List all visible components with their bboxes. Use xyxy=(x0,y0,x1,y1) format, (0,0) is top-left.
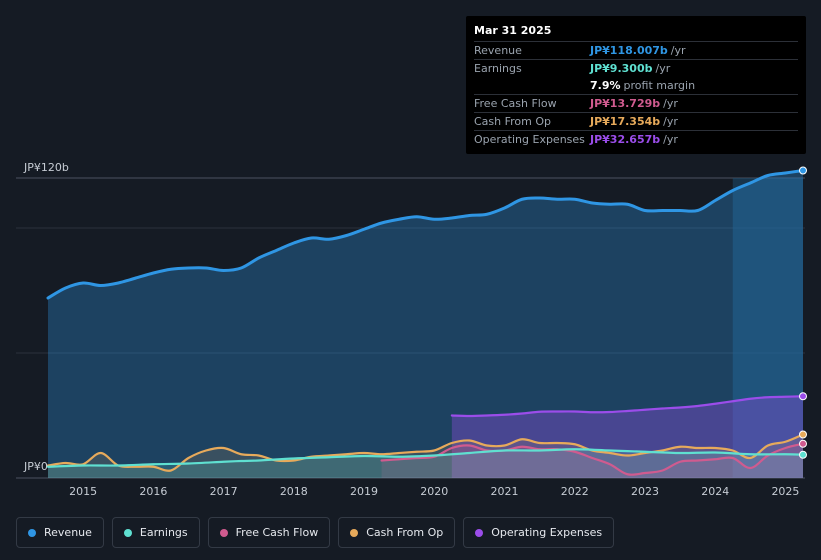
data-tooltip: Mar 31 2025 Revenue JP¥118.007b /yr Earn… xyxy=(466,16,806,154)
tooltip-value-free-cash-flow: JP¥13.729b xyxy=(590,97,661,110)
forecast-region xyxy=(732,178,803,478)
tooltip-row-margin: 7.9% profit margin xyxy=(474,77,798,94)
tooltip-value-operating-expenses: JP¥32.657b xyxy=(590,133,661,146)
x-tick-label-2021: 2021 xyxy=(491,485,519,498)
tooltip-label: Earnings xyxy=(474,62,522,75)
tooltip-label: Free Cash Flow xyxy=(474,97,557,110)
series-lines xyxy=(46,169,805,476)
tooltip-value-earnings: JP¥9.300b xyxy=(590,62,653,75)
legend-dot-icon xyxy=(123,528,132,537)
tooltip-row-earnings: Earnings JP¥9.300b /yr xyxy=(474,59,798,77)
tooltip-unit: /yr xyxy=(655,62,671,75)
line-cash-from-op xyxy=(46,433,805,472)
legend-dot-icon xyxy=(219,528,228,537)
tooltip-unit: /yr xyxy=(670,44,686,57)
series-end-markers xyxy=(799,166,807,459)
tooltip-label: Revenue xyxy=(474,44,522,57)
x-tick-label-2015: 2015 xyxy=(69,485,97,498)
x-axis-labels: 2015 2016 2017 2018 2019 2020 2021 2022 2023 2024… xyxy=(69,485,799,498)
x-tick-label-2019: 2019 xyxy=(350,485,378,498)
tooltip-label: Operating Expenses xyxy=(474,133,585,146)
legend-dot-icon xyxy=(350,528,359,537)
tooltip-date: Mar 31 2025 xyxy=(474,24,552,37)
tooltip-label: Cash From Op xyxy=(474,115,552,128)
y-tick-label-top: JP¥120b xyxy=(23,161,69,174)
area-revenue xyxy=(48,170,803,478)
tooltip-unit: /yr xyxy=(663,115,678,128)
line-free-cash-flow xyxy=(380,442,805,476)
line-operating-expenses xyxy=(450,395,805,418)
x-tick-label-2024: 2024 xyxy=(701,485,729,498)
tooltip-row-free-cash-flow: Free Cash Flow JP¥13.729b /yr xyxy=(474,94,798,112)
x-tick-label-2017: 2017 xyxy=(210,485,238,498)
tooltip-value-cash-from-op: JP¥17.354b xyxy=(590,115,661,128)
line-earnings xyxy=(46,448,805,468)
tooltip-row-operating-expenses: Operating Expenses JP¥32.657b /yr xyxy=(474,130,798,148)
end-marker-free-cash-flow xyxy=(799,439,807,448)
end-marker-earnings xyxy=(799,450,807,459)
legend-item-revenue[interactable]: Revenue xyxy=(16,517,104,548)
tooltip-margin-label: profit margin xyxy=(623,79,696,92)
legend-item-cash-from-op[interactable]: Cash From Op xyxy=(338,517,456,548)
tooltip-row-cash-from-op: Cash From Op JP¥17.354b /yr xyxy=(474,112,798,130)
x-tick-label-2023: 2023 xyxy=(631,485,659,498)
tooltip-margin-value: 7.9% xyxy=(590,79,621,92)
legend-label: Revenue xyxy=(44,526,92,539)
tooltip-row-revenue: Revenue JP¥118.007b /yr xyxy=(474,41,798,59)
x-tick-label-2018: 2018 xyxy=(280,485,308,498)
end-marker-cash-from-op xyxy=(799,430,807,439)
legend-item-free-cash-flow[interactable]: Free Cash Flow xyxy=(207,517,331,548)
y-axis-labels: JP¥120b JP¥0 xyxy=(23,161,69,473)
tooltip-unit: /yr xyxy=(663,133,678,146)
end-marker-revenue xyxy=(799,166,807,175)
x-tick-label-2022: 2022 xyxy=(561,485,589,498)
legend-label: Free Cash Flow xyxy=(235,526,319,539)
line-revenue xyxy=(46,169,805,300)
tooltip-value-revenue: JP¥118.007b xyxy=(590,44,668,57)
legend-dot-icon xyxy=(475,528,484,537)
y-tick-label-zero: JP¥0 xyxy=(23,460,48,473)
legend-item-earnings[interactable]: Earnings xyxy=(111,517,200,548)
legend-label: Operating Expenses xyxy=(491,526,603,539)
grid-lines xyxy=(16,177,805,479)
legend-dot-icon xyxy=(28,528,36,537)
area-earnings xyxy=(48,449,803,478)
x-tick-label-2020: 2020 xyxy=(420,485,448,498)
tooltip-unit: /yr xyxy=(663,97,678,110)
x-tick-label-2016: 2016 xyxy=(139,485,167,498)
legend-label: Cash From Op xyxy=(366,526,444,539)
chart-legend: Revenue Earnings Free Cash Flow Cash Fro… xyxy=(16,517,622,548)
legend-item-operating-expenses[interactable]: Operating Expenses xyxy=(463,517,615,548)
legend-label: Earnings xyxy=(139,526,188,539)
end-marker-operating-expenses xyxy=(799,392,807,401)
area-operating-expenses xyxy=(451,396,803,478)
x-tick-label-2025: 2025 xyxy=(771,485,799,498)
